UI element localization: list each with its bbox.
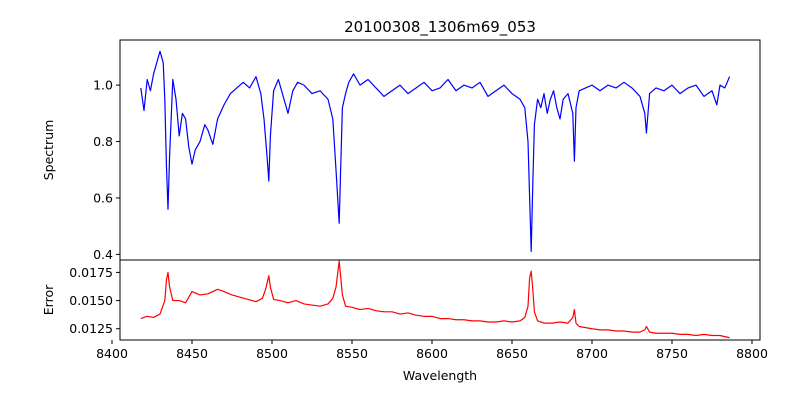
x-axis-label: Wavelength [403, 368, 477, 383]
spectrum-y-tick-label: 0.8 [93, 134, 113, 149]
x-tick-label: 8550 [336, 346, 368, 361]
x-tick-label: 8800 [736, 346, 768, 361]
x-tick-label: 8600 [416, 346, 448, 361]
chart-title: 20100308_1306m69_053 [344, 18, 536, 37]
spectrum-y-tick-label: 0.4 [93, 247, 113, 262]
error-y-tick-label: 0.0175 [69, 265, 113, 280]
spectrum-y-tick-label: 1.0 [93, 78, 113, 93]
x-tick-label: 8700 [576, 346, 608, 361]
spectrum-y-tick-label: 0.6 [93, 190, 113, 205]
x-tick-label: 8650 [496, 346, 528, 361]
error-y-tick-label: 0.0150 [69, 293, 113, 308]
error-x-ticks: 8400 8450 8500 8550 8600 8650 8700 8750 8800 [96, 340, 768, 361]
error-y-ticks: 0.0125 0.0150 0.0175 [69, 265, 120, 336]
error-line [140, 260, 730, 339]
spectrum-y-ticks: 0.4 0.6 0.8 1.0 [93, 78, 120, 262]
spectrum-y-axis-label: Spectrum [41, 120, 56, 181]
error-y-tick-label: 0.0125 [69, 321, 113, 336]
x-tick-label: 8500 [256, 346, 288, 361]
spectrum-panel: 0.4 0.6 0.8 1.0 Spectrum [41, 39, 761, 262]
error-plot-frame [119, 259, 761, 341]
spectrum-plot-frame [119, 39, 761, 261]
error-y-axis-label: Error [41, 284, 56, 315]
x-tick-label: 8400 [96, 346, 128, 361]
x-tick-label: 8750 [656, 346, 688, 361]
x-tick-label: 8450 [176, 346, 208, 361]
spectrum-line [140, 50, 731, 253]
